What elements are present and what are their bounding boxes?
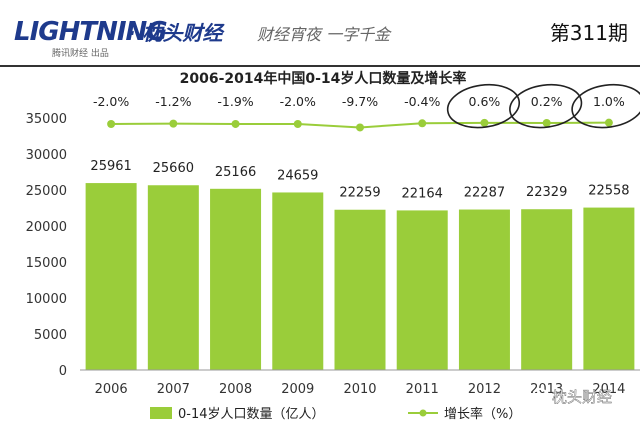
bar [396, 210, 448, 370]
y-tick-label: 25000 [26, 184, 67, 199]
bar [210, 188, 262, 370]
growth-marker [604, 118, 613, 127]
bar-value-label: 22164 [402, 186, 443, 201]
legend-line-marker [419, 409, 427, 417]
growth-value-labels: -2.0% -1.2% -1.9% -2.0% -9.7% -0.4% 0.6% 0.2% 1.… [93, 94, 625, 109]
growth-marker [169, 119, 178, 128]
annotation-circle [509, 83, 583, 129]
y-axis: 0 5000 10000 15000 20000 25000 30000 35000 [26, 112, 67, 379]
y-tick-label: 20000 [26, 220, 67, 235]
bar-series [85, 183, 635, 370]
x-tick-label: 2010 [343, 382, 376, 397]
bar [521, 209, 573, 370]
growth-value-label: -2.0% [93, 94, 129, 109]
bar [85, 183, 137, 370]
bar-value-label: 25660 [153, 161, 194, 176]
y-tick-label: 30000 [26, 148, 67, 163]
x-tick-label: 2007 [157, 382, 190, 397]
y-tick-label: 5000 [34, 328, 67, 343]
bar-value-labels: 25961 25660 25166 24659 22259 22164 22287 22329… [90, 159, 629, 201]
legend-bar-swatch [150, 407, 172, 419]
y-tick-label: 10000 [26, 292, 67, 307]
issue-number: 第311期 [550, 21, 628, 45]
bar-value-label: 22259 [339, 186, 380, 201]
header: LIGHTNING 腾讯财经 出品 · 枕头财经 财经宵夜 一字千金 第311期 [0, 0, 640, 67]
bar [147, 185, 199, 370]
brand-logo-text: LIGHTNING [14, 17, 167, 47]
y-tick-label: 15000 [26, 256, 67, 271]
x-tick-label: 2009 [281, 382, 314, 397]
bar-value-label: 22558 [588, 184, 629, 199]
annotation-circle [571, 83, 640, 129]
growth-marker [293, 120, 302, 128]
column-name: · 枕头财经 [128, 21, 226, 45]
growth-marker [356, 123, 364, 132]
growth-marker [418, 119, 427, 128]
legend-bar-label: 0-14岁人口数量（亿人） [178, 407, 325, 422]
legend: 0-14岁人口数量（亿人） 增长率（%） [150, 406, 521, 422]
growth-marker [542, 119, 551, 128]
growth-value-label: -0.4% [404, 94, 440, 109]
growth-marker [231, 119, 240, 128]
watermark: 枕头财经 [532, 388, 612, 406]
bar-value-label: 24659 [277, 168, 318, 183]
x-tick-label: 2014 [592, 382, 625, 397]
handdrawn-circles [446, 83, 640, 129]
growth-value-label: -1.9% [217, 94, 253, 109]
bar-value-label: 25961 [90, 159, 131, 174]
bar [334, 209, 386, 370]
x-tick-label: 2011 [406, 382, 439, 397]
chart-title: 2006-2014年中国0-14岁人口数量及增长率 [180, 70, 467, 87]
growth-marker [480, 118, 489, 127]
bar-value-label: 22287 [464, 186, 505, 201]
x-tick-label: 2013 [530, 382, 563, 397]
bar-value-label: 25166 [215, 165, 256, 180]
growth-value-label: -1.2% [155, 94, 191, 109]
bar-value-label: 22329 [526, 185, 567, 200]
watermark-text: 枕头财经 [552, 388, 612, 406]
slogan: 财经宵夜 一字千金 [257, 25, 392, 44]
x-tick-label: 2012 [468, 382, 501, 397]
x-axis: 2006 2007 2008 2009 2010 2011 2012 2013 2014 [80, 369, 640, 397]
growth-marker [107, 120, 116, 128]
y-tick-label: 0 [59, 364, 67, 379]
y-tick-label: 35000 [26, 112, 67, 127]
growth-value-label: 0.2% [531, 94, 563, 109]
growth-value-label: 0.6% [469, 94, 501, 109]
legend-line-label: 增长率（%） [444, 406, 521, 422]
bar [272, 192, 324, 370]
bar [583, 207, 635, 370]
header-background [0, 0, 640, 66]
brand-sub-text: 腾讯财经 出品 [52, 47, 109, 59]
wechat-icon [532, 388, 548, 404]
annotation-circle [446, 83, 521, 129]
x-tick-label: 2006 [95, 382, 128, 397]
growth-value-label: -9.7% [342, 94, 378, 109]
bar [458, 209, 510, 370]
growth-value-label: 1.0% [593, 94, 625, 109]
x-tick-label: 2008 [219, 382, 252, 397]
growth-value-label: -2.0% [280, 94, 316, 109]
growth-line-series [107, 118, 613, 132]
